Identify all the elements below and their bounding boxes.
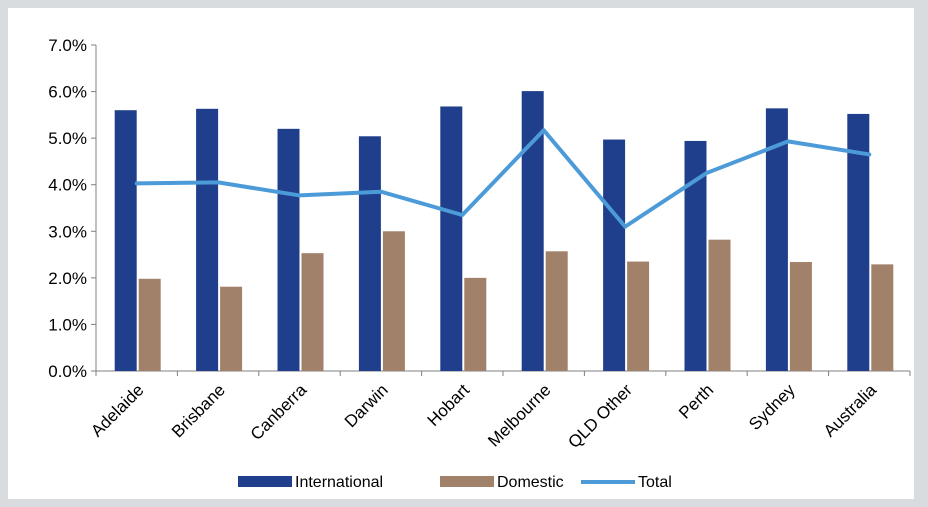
bar-international-hobart: [440, 106, 463, 371]
bar-international-adelaide: [114, 110, 137, 371]
bar-international-qld-other: [603, 139, 626, 371]
x-tick-label: Canberra: [247, 380, 311, 444]
bar-domestic-hobart: [464, 277, 487, 371]
chart-frame: 0.0% 1.0% 2.0% 3.0% 4.0% 5.0% 6.0% 7.0% Adelaid…: [8, 8, 914, 499]
y-tick-label: 1.0%: [48, 315, 87, 334]
bar-international-sydney: [765, 108, 788, 371]
x-tick-label: QLD Other: [564, 380, 636, 452]
y-tick-label: 0.0%: [48, 362, 87, 381]
bar-domestic-darwin: [382, 231, 405, 371]
bar-domestic-qld-other: [627, 261, 650, 371]
bar-international-brisbane: [196, 108, 219, 371]
x-tick-label: Melbourne: [484, 380, 554, 450]
x-tick-label: Australia: [820, 380, 881, 441]
bars: [114, 91, 894, 371]
y-tick-label: 4.0%: [48, 176, 87, 195]
y-tick-label: 3.0%: [48, 222, 87, 241]
y-tick-label: 6.0%: [48, 83, 87, 102]
legend-label-total: Total: [638, 474, 672, 491]
bar-line-chart: 0.0% 1.0% 2.0% 3.0% 4.0% 5.0% 6.0% 7.0% Adelaid…: [48, 36, 911, 491]
x-tick-label: Sydney: [745, 380, 799, 434]
x-tick-label: Darwin: [341, 380, 392, 431]
bar-domestic-australia: [871, 264, 894, 371]
x-axis: Adelaide Brisbane Canberra Darwin Hobart Melb…: [87, 370, 911, 452]
legend-label-domestic: Domestic: [497, 474, 564, 491]
legend-label-international: International: [295, 474, 383, 491]
bar-international-darwin: [358, 136, 381, 371]
x-tick-label: Hobart: [424, 380, 474, 430]
bar-domestic-sydney: [789, 262, 812, 371]
bar-domestic-canberra: [301, 253, 324, 371]
bar-domestic-brisbane: [220, 286, 243, 371]
x-tick-label: Adelaide: [87, 380, 147, 440]
x-tick-label: Perth: [675, 380, 717, 422]
bar-domestic-adelaide: [138, 278, 161, 371]
y-tick-label: 7.0%: [48, 36, 87, 55]
total-line: [134, 128, 872, 229]
legend-swatch-domestic: [440, 476, 494, 487]
y-tick-label: 5.0%: [48, 129, 87, 148]
bar-international-canberra: [277, 128, 300, 371]
legend-swatch-international: [238, 476, 292, 487]
legend: International Domestic Total: [238, 474, 672, 491]
bar-international-australia: [847, 113, 870, 371]
y-axis: 0.0% 1.0% 2.0% 3.0% 4.0% 5.0% 6.0% 7.0%: [48, 36, 97, 381]
bar-domestic-melbourne: [545, 251, 568, 371]
bar-domestic-perth: [708, 239, 731, 371]
y-tick-label: 2.0%: [48, 269, 87, 288]
x-tick-label: Brisbane: [168, 380, 229, 441]
line-total: [134, 128, 872, 229]
bar-international-perth: [684, 140, 707, 371]
bar-international-melbourne: [521, 91, 544, 371]
